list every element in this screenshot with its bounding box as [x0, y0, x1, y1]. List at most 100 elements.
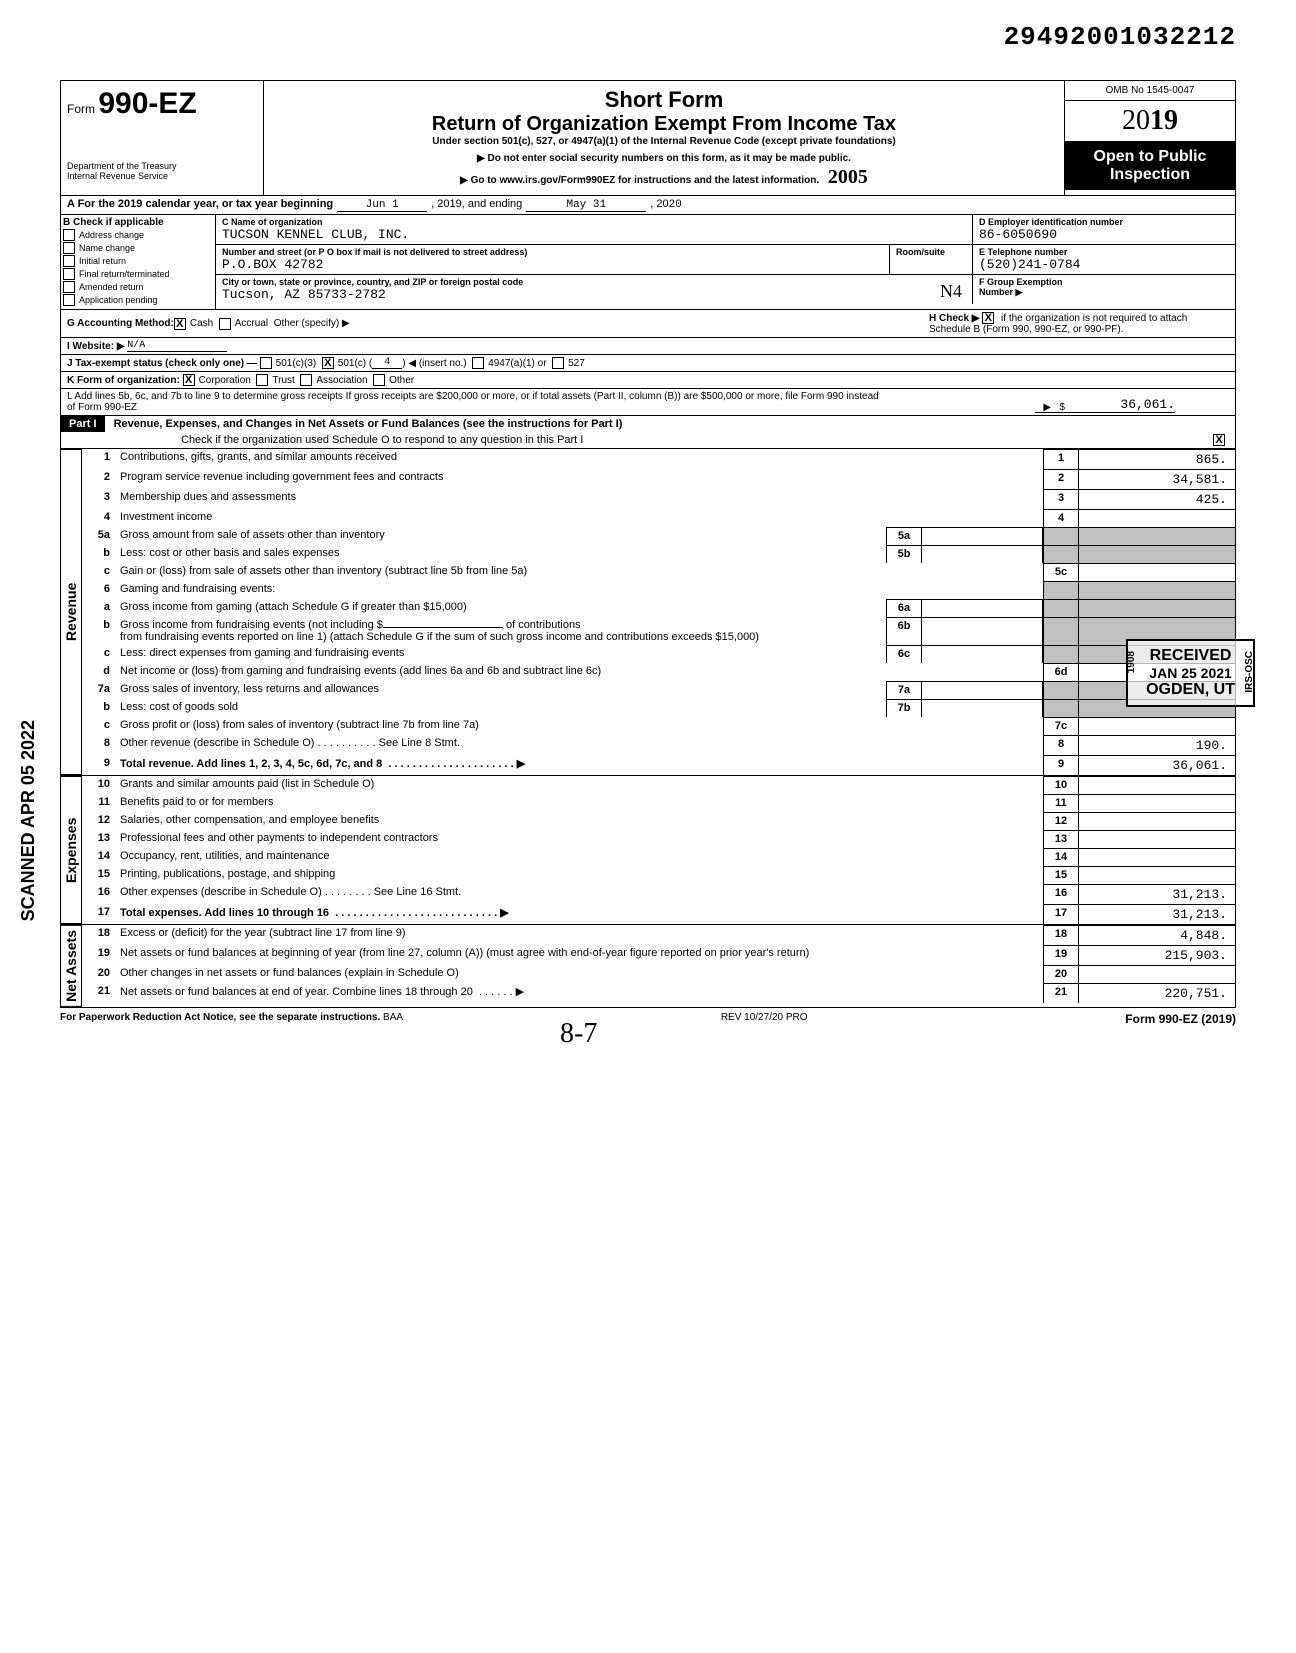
line-l-text: L Add lines 5b, 6c, and 7b to line 9 to … [67, 391, 887, 413]
stamp-received: RECEIVED [1146, 647, 1235, 665]
line-no: 9 [82, 755, 116, 775]
chk-other-org[interactable] [373, 374, 385, 386]
amt-no [1043, 581, 1079, 599]
line-13: 13Professional fees and other payments t… [82, 830, 1235, 848]
opt-501c-suffix: ) ◀ (insert no.) [402, 358, 466, 369]
chk-sched-o-part1[interactable]: X [1213, 434, 1225, 446]
dln-number: 29492001032212 [1004, 22, 1236, 52]
amt-no: 20 [1043, 965, 1079, 983]
opt-assoc: Association [316, 375, 367, 386]
amt-val [1079, 545, 1235, 563]
chk-4947[interactable] [472, 357, 484, 369]
amt-no: 7c [1043, 717, 1079, 735]
chk-amended[interactable]: Amended return [63, 281, 213, 293]
amt-val [1079, 965, 1235, 983]
amt-no: 10 [1043, 776, 1079, 794]
stamp-side1: 1908 [1126, 651, 1137, 673]
line-desc: Excess or (deficit) for the year (subtra… [116, 925, 1043, 945]
line-no: d [82, 663, 116, 681]
line-9: 9Total revenue. Add lines 1, 2, 3, 4, 5c… [82, 755, 1235, 775]
org-name: TUCSON KENNEL CLUB, INC. [222, 227, 966, 242]
open-line1: Open to Public [1069, 148, 1231, 166]
part1-label: Part I [61, 416, 105, 432]
room-label: Room/suite [896, 247, 966, 257]
hand-mark: 2005 [828, 166, 868, 188]
omb-number: OMB No 1545-0047 [1065, 81, 1235, 101]
instr-ssn: ▶ Do not enter social security numbers o… [270, 153, 1058, 164]
form-number: Form 990-EZ [67, 87, 257, 121]
stamp-location: OGDEN, UT [1146, 681, 1235, 699]
year-emph: 19 [1150, 105, 1178, 136]
form-prefix: Form [67, 102, 95, 116]
amt-no: 3 [1043, 489, 1079, 509]
revenue-side-label: Revenue [61, 449, 82, 775]
line-desc: Professional fees and other payments to … [116, 830, 1043, 848]
line-desc: Contributions, gifts, grants, and simila… [116, 449, 1043, 469]
line-desc: Program service revenue including govern… [116, 469, 1043, 489]
year-prefix: 20 [1122, 105, 1150, 136]
chk-label: Address change [79, 230, 144, 240]
chk-initial-return[interactable]: Initial return [63, 255, 213, 267]
col-b: B Check if applicable Address change Nam… [61, 215, 216, 309]
amt-no: 2 [1043, 469, 1079, 489]
form-subtitle: Under section 501(c), 527, or 4947(a)(1)… [270, 136, 1058, 147]
amt-val [1079, 527, 1235, 545]
line-no: 1 [82, 449, 116, 469]
line-19: 19Net assets or fund balances at beginni… [82, 945, 1235, 965]
line-desc: Membership dues and assessments [116, 489, 1043, 509]
amt-no: 5c [1043, 563, 1079, 581]
line-no: 14 [82, 848, 116, 866]
chk-501c3[interactable] [260, 357, 272, 369]
line-no: c [82, 645, 116, 663]
chk-corp[interactable]: X [183, 374, 195, 386]
amt-no [1043, 617, 1079, 645]
opt-501c: 501(c) ( [338, 358, 372, 369]
amt-no [1043, 527, 1079, 545]
line-21: 21Net assets or fund balances at end of … [82, 983, 1235, 1003]
chk-app-pending[interactable]: Application pending [63, 294, 213, 306]
line-desc: Less: cost of goods sold [116, 699, 886, 717]
group-exempt-number-label: Number ▶ [979, 287, 1229, 298]
amt-no [1043, 681, 1079, 699]
chk-label: Initial return [79, 256, 126, 266]
line-desc: Gross income from gaming (attach Schedul… [116, 599, 886, 617]
opt-501c3: 501(c)(3) [276, 358, 317, 369]
amt-val [1079, 776, 1235, 794]
chk-cash[interactable]: X [174, 318, 186, 330]
form-title-short: Short Form [270, 87, 1058, 113]
phone: (520)241-0784 [979, 257, 1229, 272]
chk-501c[interactable]: X [322, 357, 334, 369]
amt-val: 220,751. [1079, 983, 1235, 1003]
line-17: 17Total expenses. Add lines 10 through 1… [82, 904, 1235, 924]
line-desc: Other revenue (describe in Schedule O) .… [116, 735, 1043, 755]
amt-no: 9 [1043, 755, 1079, 775]
amt-no: 1 [1043, 449, 1079, 469]
amt-no: 6d [1043, 663, 1079, 681]
amt-no: 18 [1043, 925, 1079, 945]
line-desc: Other expenses (describe in Schedule O) … [116, 884, 1043, 904]
amt-val: 36,061. [1079, 755, 1235, 775]
line-no: 11 [82, 794, 116, 812]
line-c: cGross profit or (loss) from sales of in… [82, 717, 1235, 735]
chk-trust[interactable] [256, 374, 268, 386]
amt-no: 13 [1043, 830, 1079, 848]
chk-527[interactable] [552, 357, 564, 369]
chk-final-return[interactable]: Final return/terminated [63, 268, 213, 280]
chk-accrual[interactable] [219, 318, 231, 330]
amt-val [1079, 812, 1235, 830]
amt-val [1079, 717, 1235, 735]
chk-sched-b[interactable]: X [982, 312, 994, 324]
line-no: b [82, 699, 116, 717]
line-no: a [82, 599, 116, 617]
chk-name-change[interactable]: Name change [63, 242, 213, 254]
amt-no: 11 [1043, 794, 1079, 812]
chk-assoc[interactable] [300, 374, 312, 386]
line-3: 3Membership dues and assessments3425. [82, 489, 1235, 509]
part1-check-text: Check if the organization used Schedule … [181, 434, 583, 446]
chk-address-change[interactable]: Address change [63, 229, 213, 241]
mid-val [922, 699, 1043, 717]
open-line2: Inspection [1069, 166, 1231, 184]
city: Tucson, AZ 85733-2782 [222, 287, 966, 302]
line-desc: Less: cost or other basis and sales expe… [116, 545, 886, 563]
amt-val: 4,848. [1079, 925, 1235, 945]
